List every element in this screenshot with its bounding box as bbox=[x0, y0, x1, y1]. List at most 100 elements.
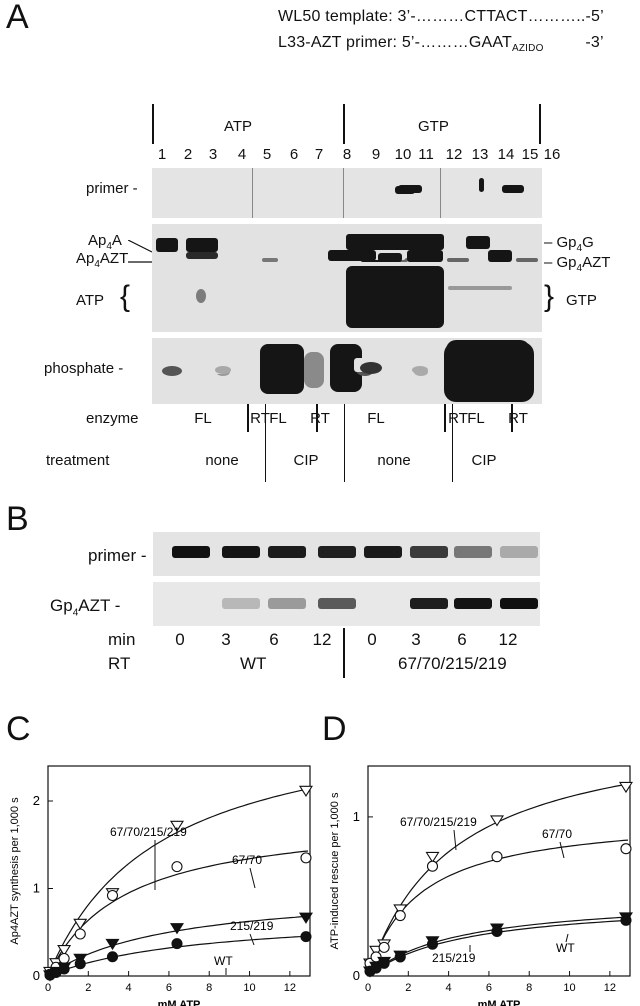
band-b-product-7 bbox=[454, 598, 492, 609]
lane-number-3: 3 bbox=[208, 146, 218, 163]
band-b-product-3 bbox=[268, 598, 306, 609]
fit-curve-1 bbox=[367, 783, 629, 977]
band-b-primer-3 bbox=[268, 546, 306, 558]
group-gtp-label: GTP bbox=[418, 118, 449, 135]
enzyme-value-7: FL bbox=[467, 410, 485, 427]
x-tick-label: 2 bbox=[405, 982, 411, 994]
label-ap4a: Ap4A bbox=[88, 232, 122, 252]
band-gtp-9-11 bbox=[346, 266, 444, 328]
point-WT-2 bbox=[370, 962, 382, 974]
x-tick-label: 12 bbox=[284, 982, 296, 994]
band-ap4azt-4 bbox=[262, 258, 278, 262]
label-ap4azt: Ap4AZT bbox=[76, 250, 129, 270]
b-row-label-primer: primer - bbox=[88, 546, 147, 565]
divider-a-left bbox=[152, 104, 154, 144]
gel-primer-seam-2 bbox=[343, 168, 344, 218]
lane-number-1: 1 bbox=[157, 146, 167, 163]
brace-left-icon: { bbox=[120, 280, 131, 313]
gel-primer-seam-1 bbox=[252, 168, 253, 218]
band-b-primer-6 bbox=[410, 546, 448, 558]
band-b-primer-1 bbox=[172, 546, 210, 558]
point-67-70-215-219-7 bbox=[618, 781, 633, 794]
band-atp-2 bbox=[196, 289, 206, 303]
point-67-70-4 bbox=[394, 909, 406, 922]
lane-number-10: 10 bbox=[394, 146, 412, 163]
label-leader-3 bbox=[249, 933, 255, 946]
primer-sequence-line: L33-AZT primer: 5’-………GAATAZIDO -3’ bbox=[278, 34, 604, 54]
lane-number-8: 8 bbox=[342, 146, 352, 163]
x-tick-label: 0 bbox=[365, 982, 371, 994]
point-67-70-215-219-6 bbox=[489, 815, 504, 827]
row-label-primer: primer - bbox=[86, 180, 138, 197]
gel-primer bbox=[152, 168, 542, 218]
enzyme-value-2: RT bbox=[250, 410, 270, 427]
gel-primer-seam-3 bbox=[440, 168, 441, 218]
point-215-219-5 bbox=[105, 938, 120, 951]
point-67-70-215-219-4 bbox=[393, 904, 408, 916]
point-67-70-7 bbox=[300, 852, 312, 864]
lane-number-9: 9 bbox=[371, 146, 381, 163]
lane-number-12: 12 bbox=[445, 146, 463, 163]
lane-number-13: 13 bbox=[471, 146, 489, 163]
band-b-primer-2 bbox=[222, 546, 260, 558]
band-b-product-4 bbox=[318, 598, 356, 609]
point-67-70-215-219-7 bbox=[298, 785, 313, 797]
band-ap4azt-2 bbox=[186, 252, 218, 259]
point-WT-6 bbox=[171, 938, 183, 950]
band-gp4g-14 bbox=[466, 236, 490, 249]
x-axis-label: mM ATP bbox=[478, 999, 521, 1006]
x-tick-label: 6 bbox=[486, 982, 492, 994]
band-gp4azt-16 bbox=[516, 258, 538, 262]
series-label-2: 67/70 bbox=[232, 853, 262, 867]
divider-enzyme-2 bbox=[344, 404, 345, 482]
y-tick-label: 0 bbox=[33, 968, 40, 983]
group-atp-label: ATP bbox=[224, 118, 253, 135]
point-WT-6 bbox=[491, 925, 503, 938]
panel-b-letter: B bbox=[6, 500, 29, 538]
label-leader-4 bbox=[565, 933, 569, 943]
band-gp4azt-12 bbox=[447, 258, 469, 262]
b-rt-wt: WT bbox=[240, 654, 267, 673]
label-leader-2 bbox=[249, 867, 256, 889]
band-pi-11b bbox=[412, 366, 428, 374]
lane-number-14: 14 bbox=[497, 146, 515, 163]
label-leader-1 bbox=[453, 829, 457, 851]
lane-number-7: 7 bbox=[314, 146, 324, 163]
point-67-70-6 bbox=[171, 861, 183, 873]
band-b-primer-7 bbox=[454, 546, 492, 558]
series-label-1: 67/70/215/219 bbox=[110, 825, 187, 839]
band-primer-8 bbox=[479, 178, 484, 192]
lane-number-4: 4 bbox=[237, 146, 247, 163]
b-min-value-6: 3 bbox=[411, 630, 421, 649]
divider-a-mid bbox=[343, 104, 345, 144]
x-tick-label: 10 bbox=[243, 982, 255, 994]
band-b-product-2 bbox=[222, 598, 260, 609]
divider-enzyme-1 bbox=[265, 404, 266, 482]
x-tick-label: 6 bbox=[166, 982, 172, 994]
template-seq: ………CTTACT………..-5’ bbox=[415, 8, 604, 25]
band-ap4a-1 bbox=[156, 238, 178, 252]
band-pi-9b bbox=[360, 362, 382, 374]
plot-frame bbox=[367, 765, 631, 977]
band-gp4azt-11 bbox=[407, 250, 443, 262]
y-tick-label: 2 bbox=[33, 793, 40, 808]
panel-c-letter: C bbox=[6, 710, 31, 748]
point-215-219-7 bbox=[298, 912, 313, 924]
lane-number-5: 5 bbox=[262, 146, 272, 163]
x-tick-label: 12 bbox=[604, 982, 616, 994]
x-tick-label: 0 bbox=[45, 982, 51, 994]
divider-enzyme-3 bbox=[452, 404, 453, 482]
point-WT-3 bbox=[378, 957, 390, 969]
treatment-value-1: none bbox=[205, 452, 239, 469]
treatment-value-3: none bbox=[377, 452, 411, 469]
primer-seq: ………GAAT bbox=[420, 34, 512, 51]
band-primer-12b bbox=[398, 185, 422, 193]
band-b-product-6 bbox=[410, 598, 448, 609]
y-tick-label: 0 bbox=[353, 968, 360, 983]
b-min-value-8: 12 bbox=[498, 630, 518, 649]
point-67-70-215-219-6 bbox=[169, 820, 184, 832]
primer-end: -3’ bbox=[543, 34, 604, 51]
lane-number-16: 16 bbox=[543, 146, 561, 163]
row-label-enzyme: enzyme bbox=[86, 410, 139, 427]
point-67-70-6 bbox=[491, 851, 503, 863]
